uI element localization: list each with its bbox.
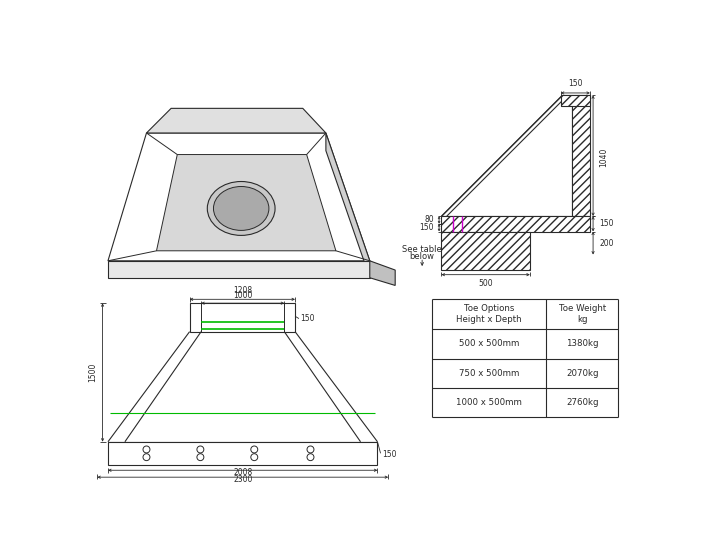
Polygon shape <box>190 303 295 332</box>
Text: 80: 80 <box>424 216 433 224</box>
Text: 150: 150 <box>301 314 315 323</box>
Polygon shape <box>370 261 395 285</box>
Polygon shape <box>571 95 590 216</box>
Ellipse shape <box>207 182 275 235</box>
Ellipse shape <box>213 186 269 230</box>
Polygon shape <box>146 108 326 133</box>
Text: 2760kg: 2760kg <box>566 398 598 407</box>
Text: below: below <box>410 252 435 261</box>
Text: 200: 200 <box>599 239 614 248</box>
Text: 500 x 500mm: 500 x 500mm <box>459 339 519 349</box>
Polygon shape <box>156 155 336 251</box>
Text: 2070kg: 2070kg <box>566 368 598 378</box>
Text: 1000: 1000 <box>233 291 253 300</box>
Polygon shape <box>441 232 530 270</box>
Text: 1208: 1208 <box>233 285 252 295</box>
Text: 150: 150 <box>599 219 614 228</box>
Text: Toe Options
Height x Depth: Toe Options Height x Depth <box>456 304 522 324</box>
Text: 150: 150 <box>568 79 583 87</box>
Text: 1380kg: 1380kg <box>566 339 598 349</box>
Text: See table: See table <box>402 245 442 254</box>
Text: 1500: 1500 <box>89 363 97 382</box>
Text: 750 x 500mm: 750 x 500mm <box>459 368 519 378</box>
Text: 150: 150 <box>419 223 433 232</box>
Text: Toe Weight
kg: Toe Weight kg <box>558 304 606 324</box>
Polygon shape <box>441 95 571 216</box>
Polygon shape <box>108 261 370 278</box>
Text: 2008: 2008 <box>233 468 252 477</box>
Text: 2300: 2300 <box>233 475 253 484</box>
Polygon shape <box>326 133 370 278</box>
Polygon shape <box>108 133 370 261</box>
Polygon shape <box>441 216 590 232</box>
Polygon shape <box>108 442 378 465</box>
Text: 150: 150 <box>382 449 396 459</box>
Text: 1000 x 500mm: 1000 x 500mm <box>456 398 522 407</box>
Polygon shape <box>560 95 590 106</box>
Text: 500: 500 <box>478 279 493 288</box>
Text: 1040: 1040 <box>599 147 608 167</box>
